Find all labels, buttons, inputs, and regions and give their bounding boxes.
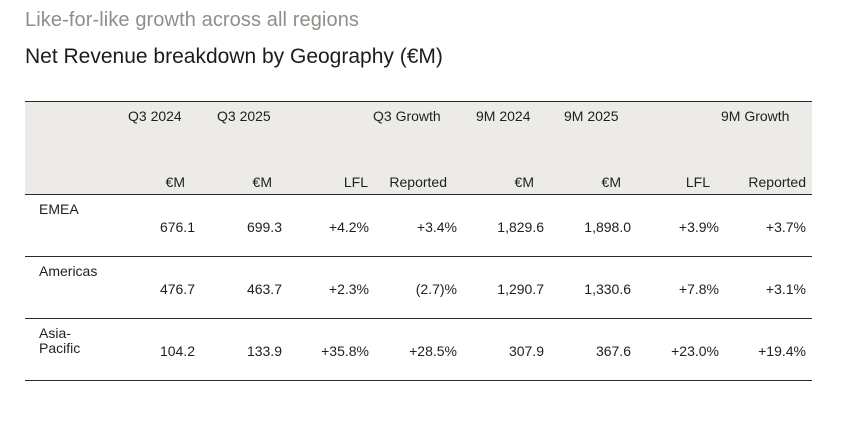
subheader-q3-2025-unit: €M — [252, 174, 272, 190]
cell-q3-2024: 104.2 — [159, 343, 195, 359]
cell-q3-reported: +28.5% — [409, 343, 457, 359]
table-row: Asia- Pacific 104.2 133.9 +35.8% +28.5% 307.9… — [25, 319, 812, 381]
region-label: Asia- Pacific — [39, 325, 81, 356]
cell-9m-reported: +3.7% — [765, 219, 806, 235]
cell-9m-lfl: +7.8% — [678, 281, 719, 297]
region-label: Americas — [39, 263, 98, 279]
cell-q3-2024: 676.1 — [159, 219, 195, 235]
header-q3-growth: Q3 Growth — [373, 108, 441, 124]
cell-9m-2025: 1,898.0 — [584, 219, 631, 235]
cell-9m-2025: 1,330.6 — [584, 281, 631, 297]
cell-q3-lfl: +2.3% — [328, 281, 369, 297]
cell-q3-reported: +3.4% — [416, 219, 457, 235]
cell-q3-2025: 133.9 — [246, 343, 282, 359]
header-9m-2024: 9M 2024 — [476, 108, 531, 124]
subheader-9m-2025-unit: €M — [601, 174, 621, 190]
cell-9m-2024: 307.9 — [508, 343, 544, 359]
header-9m-growth: 9M Growth — [721, 108, 790, 124]
cell-9m-lfl: +23.0% — [671, 343, 719, 359]
cell-9m-reported: +19.4% — [758, 343, 806, 359]
cell-q3-reported: (2.7)% — [415, 281, 457, 297]
cell-q3-lfl: +4.2% — [328, 219, 369, 235]
header-9m-2025: 9M 2025 — [564, 108, 619, 124]
cell-q3-2025: 463.7 — [246, 281, 282, 297]
cell-9m-2024: 1,829.6 — [497, 219, 544, 235]
subheader-9m-reported: Reported — [748, 174, 806, 190]
region-label: EMEA — [39, 201, 79, 217]
subheader-q3-lfl: LFL — [343, 174, 368, 190]
cell-q3-2024: 476.7 — [159, 281, 195, 297]
cell-9m-2024: 1,290.7 — [497, 281, 544, 297]
cell-9m-2025: 367.6 — [595, 343, 631, 359]
cell-q3-2025: 699.3 — [246, 219, 282, 235]
page-subtitle: Like-for-like growth across all regions — [25, 9, 360, 31]
cell-9m-lfl: +3.9% — [678, 219, 719, 235]
header-q3-2024: Q3 2024 — [128, 108, 182, 124]
page-title: Net Revenue breakdown by Geography (€M) — [25, 45, 443, 68]
subheader-q3-reported: Reported — [389, 174, 447, 190]
subheader-9m-2024-unit: €M — [514, 174, 534, 190]
subheader-9m-lfl: LFL — [685, 174, 710, 190]
table-row: EMEA 676.1 699.3 +4.2% +3.4% 1,829.6 1,898.0 +3… — [25, 195, 812, 257]
cell-q3-lfl: +35.8% — [321, 343, 369, 359]
subheader-q3-2024-unit: €M — [165, 174, 185, 190]
revenue-table: Q3 2024 Q3 2025 Q3 Growth 9M 2024 9M 202… — [25, 101, 812, 381]
header-q3-2025: Q3 2025 — [217, 108, 271, 124]
table-header: Q3 2024 Q3 2025 Q3 Growth 9M 2024 9M 202… — [25, 101, 812, 195]
table-row: Americas 476.7 463.7 +2.3% (2.7)% 1,290.7 1,33… — [25, 257, 812, 319]
cell-9m-reported: +3.1% — [765, 281, 806, 297]
